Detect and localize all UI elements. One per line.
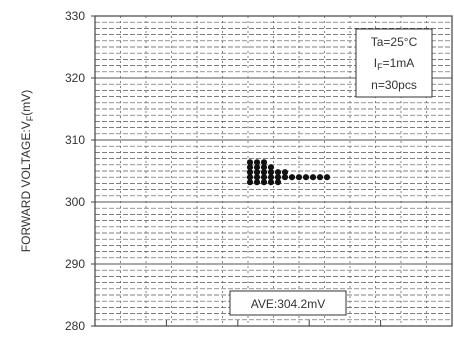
x-axis-ticks xyxy=(165,320,382,326)
data-point xyxy=(288,174,296,181)
data-point xyxy=(260,164,268,171)
data-point xyxy=(274,179,282,186)
y-tick-label: 310 xyxy=(65,133,85,147)
plot-frame xyxy=(94,15,453,327)
data-point xyxy=(267,164,275,171)
data-point xyxy=(274,169,282,176)
y-tick-label: 330 xyxy=(65,9,85,23)
y-tick-label: 290 xyxy=(65,257,85,271)
data-point xyxy=(253,164,261,171)
average-value-label: AVE:304.2mV xyxy=(251,297,325,311)
data-point xyxy=(302,174,310,181)
sample-count-label: n=30pcs xyxy=(371,78,417,92)
data-point xyxy=(274,174,282,181)
data-point xyxy=(246,174,254,181)
data-point xyxy=(246,179,254,186)
temperature-label: Ta=25°C xyxy=(371,35,418,49)
data-point xyxy=(246,159,254,166)
data-point xyxy=(253,169,261,176)
data-point xyxy=(267,174,275,181)
conditions-legend-box xyxy=(355,28,433,98)
data-point xyxy=(253,174,261,181)
data-point xyxy=(316,174,324,181)
data-point xyxy=(281,169,289,176)
data-point xyxy=(253,179,261,186)
data-point xyxy=(253,159,261,166)
y-tick-label: 280 xyxy=(65,319,85,333)
average-annotation-box xyxy=(229,290,347,316)
conditions-legend: Ta=25°C IF=1mA n=30pcs xyxy=(355,28,433,98)
data-point xyxy=(260,169,268,176)
data-point xyxy=(295,174,303,181)
y-axis-ticks: 330 320 310 300 290 280 xyxy=(65,9,95,333)
data-point xyxy=(309,174,317,181)
data-point xyxy=(246,164,254,171)
y-axis-label: FORWARD VOLTAGE:VF(mV) xyxy=(19,90,35,252)
data-point xyxy=(323,174,331,181)
data-points xyxy=(246,159,331,186)
data-point xyxy=(260,159,268,166)
average-annotation: AVE:304.2mV xyxy=(229,290,347,316)
y-tick-label: 300 xyxy=(65,195,85,209)
data-point xyxy=(246,169,254,176)
current-label: IF=1mA xyxy=(374,56,415,72)
data-point xyxy=(267,169,275,176)
data-point xyxy=(260,174,268,181)
data-point xyxy=(281,174,289,181)
data-point xyxy=(260,179,268,186)
y-tick-label: 320 xyxy=(65,71,85,85)
data-point xyxy=(267,179,275,186)
